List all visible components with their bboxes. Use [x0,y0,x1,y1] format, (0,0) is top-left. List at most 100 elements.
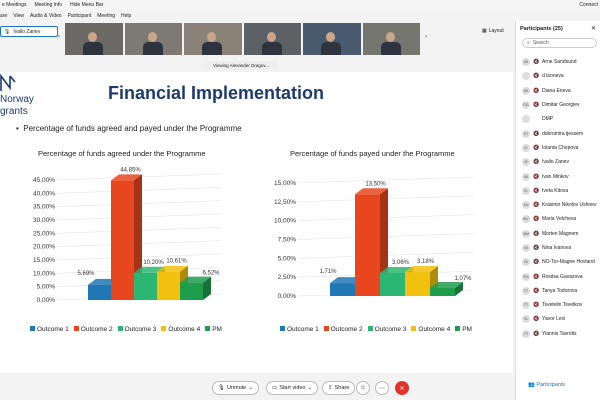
video-thumbnail[interactable] [65,23,123,55]
avatar: TT [522,301,530,310]
menu-meeting[interactable]: Meeting [97,13,116,19]
participant-row[interactable]: DT 🔇 dobromira tjessem [522,126,600,140]
avatar: DE [522,86,530,95]
layout-label: Layout [488,28,504,34]
legend-item-outcome1: Outcome 1 [280,326,319,333]
chart1-ytick-label: 10,00% [33,270,55,277]
chart2-bar-top [330,277,363,284]
mic-icon: 🎙 [4,28,11,35]
participant-row[interactable]: 🔇 d.tsoneva [522,69,600,83]
chart1-ytick-label: 45,00% [33,177,55,184]
hide-menu-bar-button[interactable]: Hide Menu Bar [70,2,104,8]
avatar: IC [522,143,530,152]
unmute-button[interactable]: 🎙 Unmute ⌄ [212,381,259,395]
layout-button[interactable]: ▦ Layout [482,28,504,34]
participant-row[interactable]: RG 🔇 Rositsa Gavazova [522,269,600,283]
chart2-data-label: 1,71% [319,269,337,275]
mic-muted-icon: 🔇 [533,216,540,223]
menu-audio-video[interactable]: Audio & Video [29,13,62,19]
participant-row[interactable]: YT 🔇 Yiannis Tavridis [522,327,600,341]
participant-row[interactable]: IK 🔇 Iveta Kitova [522,184,600,198]
video-thumbnail[interactable] [243,23,301,55]
connection-label[interactable]: Connect [579,2,598,8]
chart1-bar-top [111,174,142,181]
participant-row[interactable]: MM 🔇 Morten Magnem [522,227,600,241]
chart2-data-label: 1,07% [454,276,472,282]
viewing-banner[interactable]: Viewing Alexander Dragov... [204,61,278,70]
participant-row[interactable]: NI 🔇 Nina Ivanova [522,241,600,255]
participant-name: Maria Velcheva [542,216,577,223]
participant-row[interactable]: NI 🔇 NO-Tor-Magne Hovland [522,255,600,269]
legend-item-pm: PM [205,326,222,333]
people-icon: 👥 [528,382,535,388]
reactions-button[interactable]: ☺ [356,381,370,395]
video-thumbnail[interactable] [303,23,361,55]
chart2-bar-front [355,194,380,296]
meeting-info-button[interactable]: Meeting Info [34,2,62,8]
chart1-ytick-label: 40,00% [33,190,55,197]
chart2-ytick-label: 10,00% [274,218,296,225]
start-video-button[interactable]: ▭ Start video ⌄ [266,381,319,395]
participant-row[interactable]: DE 🔇 Diana Eneva [522,84,600,98]
menu-share[interactable]: are [0,13,8,19]
participant-row[interactable]: IZ 🔇 Ivailo Zanev [522,155,600,169]
participants-button[interactable]: 👥 Participants [528,382,566,388]
video-thumbnail[interactable] [124,23,182,55]
participants-panel-title: Participants (25) [520,26,563,32]
participant-row[interactable]: DMP [522,112,600,126]
participant-row[interactable]: TT 🔇 Tsvetelin Tsvetkov [522,298,600,312]
menu-help[interactable]: Help [121,13,132,19]
chart2-bar-front [430,287,455,296]
participant-name: NO-Tor-Magne Hovland [542,259,595,266]
chart2-bar-front [405,272,430,296]
participant-row[interactable]: KU 🔇 Krasimir Nikolov Ushnev [522,198,600,212]
mic-muted-icon: 🔇 [533,144,540,151]
avatar: MM [522,229,530,238]
participant-name: d.tsoneva [542,73,564,80]
chart1-data-label: 6,52% [202,271,220,277]
participant-row[interactable]: IC 🔇 Iolanta Chopova [522,141,600,155]
active-speaker-chip[interactable]: 🎙 Ivailo Zanev [0,26,58,37]
logo-line-2: grants [0,106,28,117]
menu-view[interactable]: View [13,13,24,19]
mic-muted-icon: 🔇 [533,87,540,94]
legend-item-outcome2: Outcome 2 [323,326,363,333]
camera-icon: ▭ [272,385,278,391]
chart1-bar-front [88,284,111,300]
participant-row[interactable]: IM 🔇 Ivan Minkov [522,169,600,183]
chart1-ytick-label: 30,00% [33,217,55,224]
chart2-title: Percentage of funds payed under the Prog… [290,149,455,158]
video-thumbnail[interactable] [362,23,420,55]
legend-item-outcome4: Outcome 4 [161,326,200,333]
shared-slide: Norway grants Financial Implementation •… [0,72,513,373]
chart2-ytick-label: 7,50% [278,237,297,244]
chart1-title: Percentage of funds agreed under the Pro… [38,149,206,158]
menu-participant[interactable]: Participant [67,13,92,19]
mic-muted-icon: 🔇 [533,245,540,251]
participant-row[interactable]: TT 🔇 Tanya Todorova [522,284,600,298]
participant-row[interactable]: DG 🔇 Dimitar Georgiev [522,98,600,112]
video-thumbnail[interactable] [184,23,242,55]
mic-muted-icon: 🔇 [533,73,540,80]
app-top-bar: e Meetings Meeting Info Hide Menu Bar Co… [0,0,600,10]
mic-muted-icon: 🔇 [533,230,540,237]
chart1-ytick-label: 25,00% [33,230,55,237]
chart2-bar-front [380,272,405,296]
participant-row[interactable]: YL 🔇 Yavor Levi [522,312,600,326]
mic-muted-icon: 🔇 [533,302,540,309]
mic-muted-icon: 🎙 [218,385,225,391]
participant-row[interactable]: MV 🔇 Maria Velcheva [522,212,600,226]
avatar: NI [522,258,530,267]
participant-row[interactable]: AS 🔇 Arne Sandsund [522,55,600,69]
participant-search-input[interactable]: ⌕ Search [522,38,597,48]
more-options-button[interactable]: ⋯ [375,381,389,395]
thumbs-next-icon[interactable]: › [425,34,427,40]
legend-item-outcome3: Outcome 3 [117,326,156,333]
share-button[interactable]: ⇪ Share [322,381,356,395]
chart2-ytick-label: 0,00% [278,293,297,300]
end-call-button[interactable]: ✕ [395,381,409,395]
chart2-ytick-label: 12,50% [274,199,296,206]
avatar: DG [522,101,530,110]
close-icon[interactable]: ✕ [590,26,596,32]
thumbs-prev-icon[interactable]: ‹ [58,34,60,40]
